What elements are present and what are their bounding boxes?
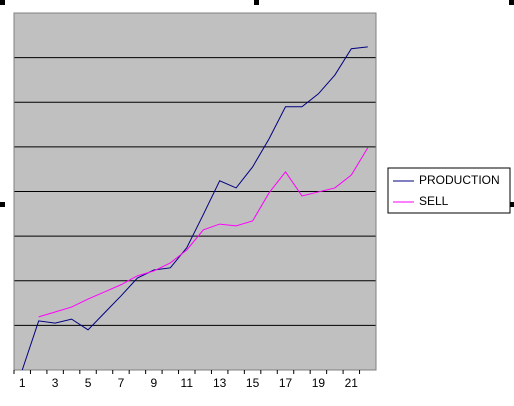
legend-label: PRODUCTION (419, 173, 500, 187)
x-tick-label: 17 (279, 376, 293, 390)
x-tick-label: 21 (345, 376, 359, 390)
series-line (38, 147, 369, 318)
x-tick-label: 9 (151, 376, 158, 390)
series-line (21, 46, 368, 371)
selection-handles (0, 0, 514, 207)
x-tick-label: 15 (246, 376, 260, 390)
x-tick-label: 19 (312, 376, 326, 390)
x-tick-label: 13 (213, 376, 227, 390)
x-tick-label: 11 (181, 376, 194, 390)
x-tick-label: 1 (19, 376, 26, 390)
x-tick-label: 5 (85, 376, 92, 390)
legend-box (387, 167, 511, 214)
x-tick-label: 7 (118, 376, 125, 390)
legend-label: SELL (419, 194, 449, 208)
x-tick-label: 3 (52, 376, 59, 390)
